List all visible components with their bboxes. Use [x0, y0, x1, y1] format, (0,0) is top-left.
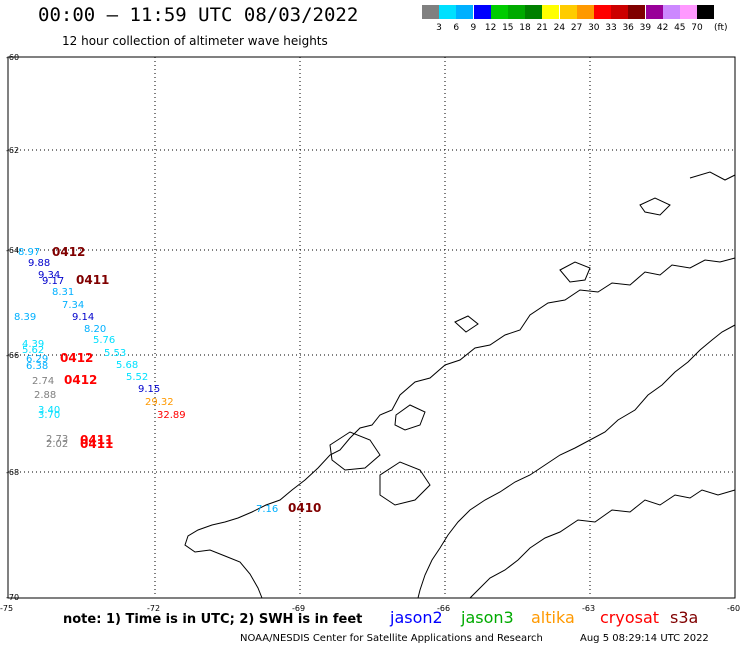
observation-label: 5.62: [22, 345, 44, 356]
colorbar-label: 6: [453, 23, 460, 33]
observation-label: 2.73: [46, 434, 68, 445]
observation-label: 6.38: [26, 361, 48, 372]
colorbar-label: 15: [502, 23, 514, 33]
colorbar-label: 39: [639, 23, 652, 33]
longitude-tick-label: -72: [147, 604, 160, 613]
colorbar-label: 45: [674, 23, 686, 33]
colorbar-label: 33: [605, 23, 617, 33]
observation-label: 6.29: [26, 354, 48, 365]
colorbar-label: 27: [570, 23, 583, 33]
colorbar-swatch: [628, 5, 646, 19]
observation-label: 2.02: [46, 439, 68, 450]
observation-label: 9.15: [138, 384, 160, 395]
colorbar-swatch: [439, 5, 457, 19]
latitude-tick-label: -68: [6, 468, 19, 477]
colorbar-swatch: [490, 5, 508, 19]
colorbar-label: 12: [484, 23, 497, 33]
colorbar-label: 42: [656, 23, 669, 33]
colorbar-swatch: [576, 5, 594, 19]
observation-label: 2.74: [32, 376, 54, 387]
observation-label: 3.70: [38, 410, 60, 421]
colorbar-swatch: [508, 5, 525, 19]
latitude-tick-label: -60: [6, 53, 19, 62]
colorbar-label: 9: [470, 23, 477, 33]
legend-item-altika: altika: [531, 608, 575, 627]
observation-label: 0411: [76, 273, 109, 287]
observation-label: 9.34: [38, 270, 60, 281]
colorbar-swatch: [542, 5, 560, 19]
observation-label: 9.14: [72, 312, 94, 323]
legend-item-jason2: jason2: [390, 608, 443, 627]
longitude-tick-label: -66: [437, 604, 450, 613]
colorbar-label: 18: [519, 23, 531, 33]
observation-label: 0411: [80, 437, 113, 451]
colorbar-swatch: [473, 5, 491, 19]
observation-label: 8.20: [84, 324, 106, 335]
credit-line: NOAA/NESDIS Center for Satellite Applica…: [240, 633, 543, 644]
colorbar-label: 3: [436, 23, 442, 33]
colorbar-swatch: [645, 5, 663, 19]
observation-label: 32.89: [157, 410, 186, 421]
latitude-tick-label: -66: [6, 351, 19, 360]
longitude-tick-label: -63: [582, 604, 595, 613]
observation-label: 5.53: [104, 348, 126, 359]
axis-ticks: -60 -62 -64 -66 -68 -70 -75 -72 -69 -66 -63 -60: [0, 53, 740, 613]
colorbar-swatch: [662, 5, 680, 19]
legend-item-jason3: jason3: [461, 608, 514, 627]
observation-label: 3.40: [38, 405, 60, 416]
latitude-tick-label: -64: [6, 246, 19, 255]
observation-label: 8.39: [14, 312, 36, 323]
legend-item-s3a: s3a: [670, 608, 699, 627]
map-title: 00:00 – 11:59 UTC 08/03/2022: [38, 4, 359, 26]
legend-item-cryosat: cryosat: [600, 608, 660, 627]
observation-label: 7.34: [62, 300, 84, 311]
observation-label: 4.39: [22, 339, 44, 350]
coastline: [184, 171, 736, 599]
latitude-tick-label: -70: [6, 593, 19, 602]
footer-note: note: 1) Time is in UTC; 2) SWH is in fe…: [63, 612, 363, 627]
colorbar-label: 24: [553, 23, 566, 33]
colorbar-swatch: [680, 5, 697, 19]
map-subtitle: 12 hour collection of altimeter wave hei…: [62, 34, 328, 48]
colorbar-swatch: [697, 5, 715, 19]
observation-label: 7.16: [256, 504, 278, 515]
observation-label: 5.68: [116, 360, 138, 371]
observation-label: 9.17: [42, 276, 64, 287]
observation-label: 8.31: [52, 287, 74, 298]
latitude-tick-label: -62: [6, 146, 19, 155]
observation-label: 9.88: [28, 258, 50, 269]
longitude-tick-label: -75: [0, 604, 13, 613]
observation-label: 0410: [288, 501, 321, 515]
observation-label: 8.97: [18, 247, 40, 258]
graticule: [8, 57, 735, 597]
map-frame: [7, 56, 736, 599]
colorbar-swatch: [611, 5, 629, 19]
colorbar-label: 30: [588, 23, 600, 33]
colorbar-label: 21: [536, 23, 548, 33]
colorbar-label: 70: [691, 23, 703, 33]
colorbar-swatch: [559, 5, 577, 19]
longitude-tick-label: -60: [727, 604, 740, 613]
observation-label: 5.76: [93, 335, 115, 346]
observation-label: 0412: [52, 245, 85, 259]
observation-label: 29.32: [145, 397, 174, 408]
timestamp: Aug 5 08:29:14 UTC 2022: [580, 633, 709, 644]
colorbar-swatch: [422, 5, 439, 19]
observation-label: 0412: [64, 373, 97, 387]
observation-label: 2.88: [34, 390, 56, 401]
colorbar-label: 36: [622, 23, 634, 33]
observation-label: 5.52: [126, 372, 148, 383]
longitude-tick-label: -69: [292, 604, 305, 613]
colorbar-swatch: [525, 5, 543, 19]
observation-label: 0412: [60, 351, 93, 365]
colorbar-swatch: [456, 5, 474, 19]
colorbar-swatch: [594, 5, 611, 19]
observation-label: 0411: [80, 433, 113, 447]
colorbar-unit: (ft): [714, 23, 728, 33]
